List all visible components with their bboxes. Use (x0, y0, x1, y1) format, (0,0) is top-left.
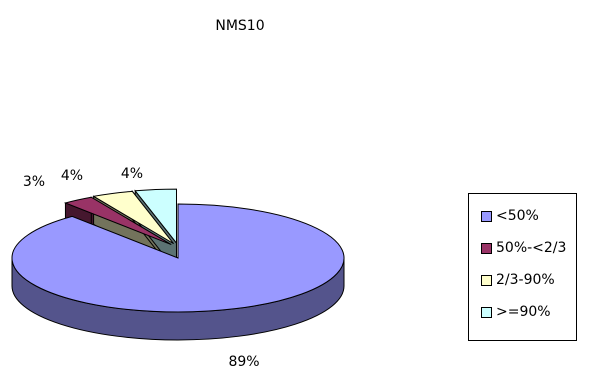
pie-slice-0 (11, 203, 345, 313)
legend: <50% 50%-<2/3 2/3-90% >=90% (468, 193, 577, 341)
data-label-3: 4% (121, 166, 143, 182)
legend-label-1: 50%-<2/3 (496, 240, 567, 256)
legend-label-2: 2/3-90% (496, 272, 555, 288)
legend-item-3: >=90% (481, 302, 551, 322)
legend-label-0: <50% (496, 208, 539, 224)
data-label-1: 3% (23, 174, 45, 190)
legend-swatch-1 (481, 242, 492, 254)
legend-swatch-2 (481, 274, 492, 286)
pie-slice-2 (92, 190, 174, 245)
legend-swatch-0 (481, 210, 492, 222)
legend-item-2: 2/3-90% (481, 270, 555, 290)
pie-slice-1 (63, 196, 172, 246)
chart-title: NMS10 (215, 18, 265, 34)
legend-label-3: >=90% (496, 304, 551, 320)
legend-swatch-3 (481, 306, 492, 318)
legend-item-1: 50%-<2/3 (481, 238, 566, 258)
legend-item-0: <50% (481, 206, 539, 226)
data-label-0: 89% (228, 354, 259, 370)
data-label-2: 4% (61, 168, 83, 184)
pie-slice-3 (134, 188, 177, 245)
